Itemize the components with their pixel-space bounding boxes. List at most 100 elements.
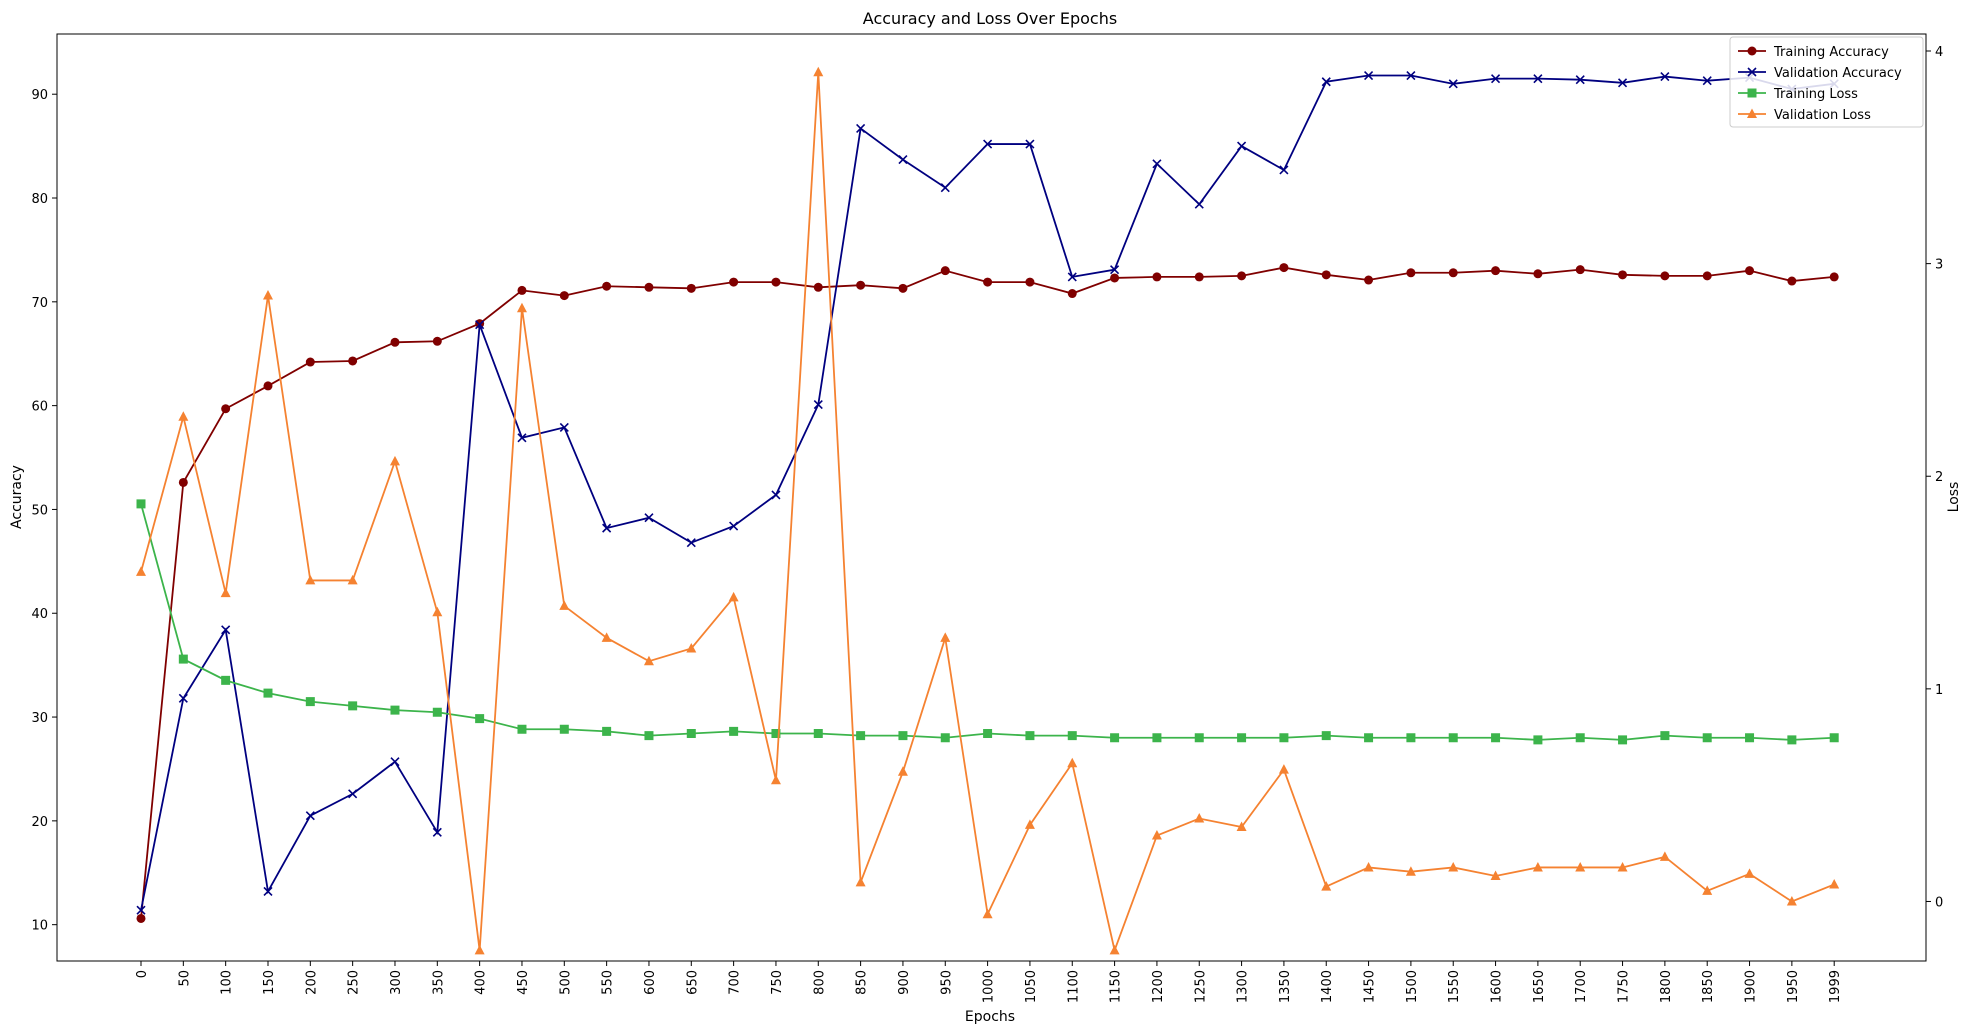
x-axis-tick-label: 1650 <box>1532 970 1547 1003</box>
training-accuracy-point <box>771 277 781 287</box>
right-axis-tick-label: 1 <box>1935 683 1943 698</box>
training-loss-point <box>1279 733 1289 743</box>
validation-loss-point <box>1490 870 1501 880</box>
training-loss-point <box>644 731 654 741</box>
legend-marker <box>1747 67 1757 77</box>
legend-entry-training-loss: Training Loss <box>1738 87 1858 102</box>
validation-loss-point <box>389 455 400 466</box>
right-axis-tick-label: 2 <box>1935 470 1943 485</box>
validation-accuracy-point <box>771 490 781 500</box>
validation-loss-point <box>305 574 316 585</box>
training-loss-point <box>1575 733 1585 743</box>
right-axis-tick-label: 3 <box>1935 258 1943 273</box>
plot-area <box>56 33 1927 962</box>
training-accuracy-point <box>686 283 696 293</box>
legend-marker <box>1747 88 1757 98</box>
validation-accuracy-point <box>813 400 823 410</box>
validation-accuracy-point <box>1702 76 1712 86</box>
training-accuracy-point <box>136 913 146 923</box>
training-accuracy-point <box>898 283 908 293</box>
training-loss-point <box>1448 733 1458 743</box>
legend-entry-validation-loss: Validation Loss <box>1738 108 1871 123</box>
chart-title: Accuracy and Loss Over Epochs <box>863 9 1117 28</box>
x-axis-tick-label: 450 <box>516 970 531 995</box>
training-accuracy-point <box>940 266 950 276</box>
left-axis-tick-label: 10 <box>31 919 48 934</box>
x-axis-tick-label: 1800 <box>1659 970 1674 1003</box>
validation-accuracy-point <box>1152 159 1162 169</box>
x-axis-tick-label: 550 <box>601 970 616 995</box>
validation-accuracy-point <box>1067 272 1077 282</box>
validation-loss-point <box>559 600 570 610</box>
validation-accuracy-point <box>940 183 950 193</box>
training-accuracy-point <box>1237 271 1247 281</box>
training-accuracy-line <box>140 266 1835 919</box>
training-loss-point <box>1660 731 1670 741</box>
training-accuracy-point <box>1660 271 1670 281</box>
validation-loss-point <box>1109 944 1120 955</box>
validation-loss-point <box>1575 861 1586 872</box>
x-axis-tick-label: 1999 <box>1828 970 1843 1003</box>
training-accuracy-point <box>856 280 866 290</box>
training-loss-point <box>898 731 908 741</box>
training-accuracy-point <box>390 337 400 347</box>
validation-loss-point <box>136 566 146 576</box>
left-axis-tick-label: 20 <box>31 815 48 830</box>
validation-loss-point <box>897 766 908 776</box>
training-loss-point <box>1152 733 1162 743</box>
x-axis-tick-label: 1100 <box>1066 970 1081 1003</box>
validation-loss-point <box>1532 861 1543 872</box>
left-axis-tick-label: 70 <box>31 296 48 311</box>
x-axis-tick-label: 1450 <box>1363 970 1378 1003</box>
validation-loss-point <box>1024 819 1035 829</box>
x-axis-tick-label: 100 <box>220 970 235 995</box>
training-accuracy-point <box>983 277 993 287</box>
x-axis-tick-label: 1200 <box>1151 970 1166 1003</box>
training-loss-series <box>136 499 1839 745</box>
training-loss-point <box>940 733 950 743</box>
validation-accuracy-point <box>1406 70 1416 81</box>
validation-accuracy-point <box>1575 75 1585 85</box>
training-loss-point <box>1110 733 1120 743</box>
training-accuracy-point <box>1575 265 1585 275</box>
validation-accuracy-point <box>1194 199 1204 209</box>
training-accuracy-point <box>263 381 273 391</box>
x-axis-tick-label: 1500 <box>1405 970 1420 1003</box>
training-accuracy-point <box>1279 263 1289 273</box>
validation-loss-point <box>686 642 697 653</box>
validation-loss-point <box>1744 868 1755 878</box>
validation-accuracy-point <box>1279 165 1289 175</box>
training-accuracy-point <box>1364 275 1374 285</box>
validation-loss-point <box>1448 861 1459 872</box>
training-accuracy-point <box>178 477 188 487</box>
x-axis-tick-label: 200 <box>304 970 319 995</box>
validation-loss-point <box>855 876 866 887</box>
training-accuracy-point <box>559 291 569 301</box>
validation-accuracy-point <box>390 757 400 767</box>
x-axis-tick-label: 150 <box>262 970 277 995</box>
validation-loss-line <box>140 72 1835 954</box>
training-loss-point <box>263 688 273 698</box>
validation-accuracy-point <box>1448 79 1458 89</box>
legend-label: Training Accuracy <box>1773 45 1889 60</box>
x-axis-tick-label: 350 <box>431 970 446 995</box>
training-loss-point <box>1194 733 1204 743</box>
training-accuracy-point <box>1110 273 1120 283</box>
y-axis-label-right: Loss <box>1946 482 1962 513</box>
validation-loss-point <box>347 574 358 585</box>
training-accuracy-point <box>1194 272 1204 282</box>
validation-accuracy-point <box>475 320 485 330</box>
training-loss-point <box>1491 733 1501 743</box>
validation-accuracy-point <box>1237 141 1247 151</box>
x-axis: 0 50 100 150 200 250 300 350 400 450 500 550 600 650 7… <box>135 961 1843 1003</box>
validation-loss-point <box>770 774 781 785</box>
legend-label: Validation Accuracy <box>1774 66 1902 81</box>
training-accuracy-point <box>813 282 823 292</box>
validation-accuracy-point <box>983 139 993 149</box>
validation-accuracy-point <box>602 523 612 533</box>
validation-accuracy-point <box>686 538 696 548</box>
training-loss-point <box>602 726 612 736</box>
training-loss-point <box>1025 731 1035 741</box>
validation-loss-point <box>940 632 951 642</box>
validation-accuracy-point <box>1364 70 1374 81</box>
